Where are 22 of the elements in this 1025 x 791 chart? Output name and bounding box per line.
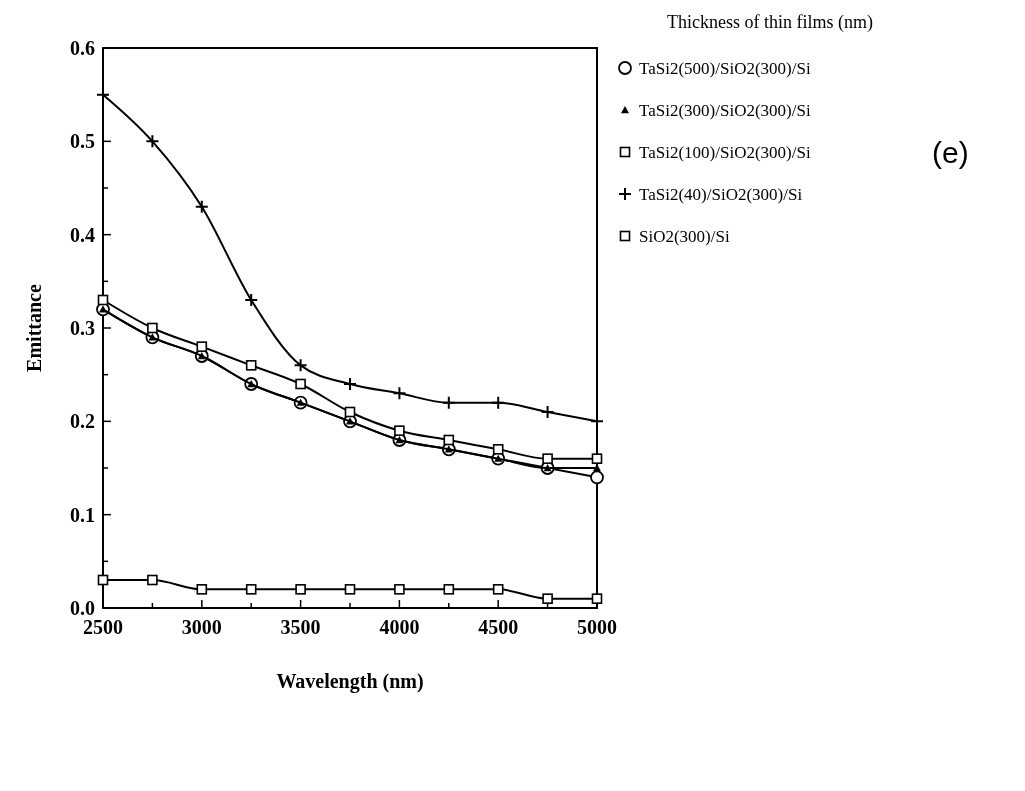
x-tick-label: 5000 [577,616,617,638]
x-tick-label: 3000 [181,616,222,638]
y-tick-label: 0.2 [70,410,95,433]
y-tick-label: 0.1 [70,503,95,526]
x-tick-label: 4500 [478,616,519,638]
y-tick-label: 0.0 [70,597,95,619]
legend-title: Thickness of thin films (nm) [667,12,873,33]
text: (e) [932,136,969,169]
legend-label: TaSi2(500)/SiO2(300)/Si [639,58,811,78]
y-tick-label: 0.6 [70,37,95,59]
x-tick-label: 2500 [83,616,123,638]
y-tick-label: 0.4 [70,223,95,246]
y-axis-title: Emittance [23,284,45,372]
legend-label: SiO2(300)/Si [639,226,730,246]
x-tick-label: 3500 [280,616,321,638]
legend-label: TaSi2(40)/SiO2(300)/Si [639,184,803,204]
y-tick-label: 0.5 [70,130,95,153]
legend-label: TaSi2(100)/SiO2(300)/Si [639,142,811,162]
x-axis-title: Wavelength (nm) [276,670,424,693]
x-tick-label: 4000 [379,616,420,638]
y-tick-label: 0.3 [70,317,95,339]
legend-label: TaSi2(300)/SiO2(300)/Si [639,100,811,120]
